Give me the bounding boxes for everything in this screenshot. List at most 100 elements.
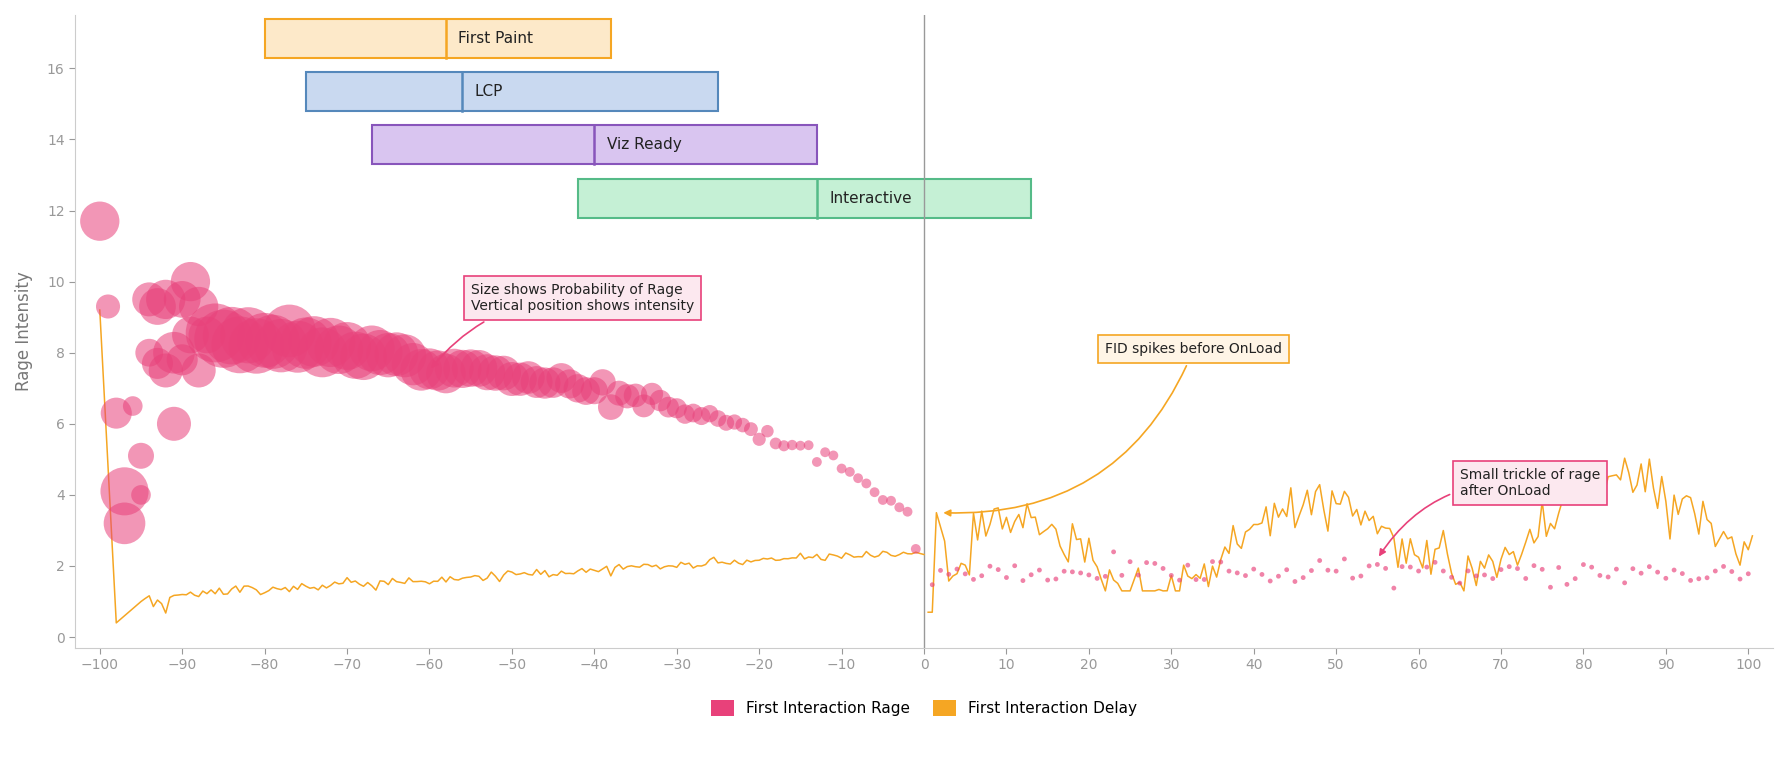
Point [440,362,468,374]
Point [1387,560,1416,573]
Point [481,367,510,379]
Point [415,363,443,375]
Point [193,328,222,341]
Point [1627,567,1656,580]
Point [143,300,172,313]
Point [926,564,955,576]
Point [828,463,856,475]
Point [1577,561,1606,573]
Point [1346,569,1375,582]
Point [390,349,418,362]
Point [1413,561,1441,573]
Point [177,275,206,288]
Point [408,363,436,376]
Point [662,402,690,414]
Point [159,346,188,359]
Point [1511,573,1539,585]
Point [225,339,254,351]
Point [111,485,139,498]
Point [696,407,724,420]
Point [1280,576,1309,588]
Point [241,340,270,353]
Point [992,571,1021,583]
Point [1545,562,1573,574]
Point [1438,571,1466,583]
Point [1602,563,1631,576]
Legend: First Interaction Rage, First Interaction Delay: First Interaction Rage, First Interactio… [704,694,1143,722]
Point [1463,569,1491,582]
Point [1362,558,1391,571]
Point [1017,569,1046,581]
Point [1668,567,1697,580]
Point [679,406,708,419]
Text: FID spikes before OnLoad: FID spikes before OnLoad [946,342,1282,516]
Point [1561,573,1590,585]
Point [712,417,740,429]
Point [424,364,452,377]
Point [1529,563,1557,576]
Point [300,335,329,348]
Point [1495,560,1523,573]
Point [613,390,642,402]
Point [737,423,765,435]
Point [844,472,873,484]
Point [1445,577,1473,590]
Point [917,579,946,591]
Point [200,327,229,339]
Point [1684,573,1713,585]
Point [1141,557,1169,569]
Point [556,378,585,390]
Point [563,382,592,395]
FancyBboxPatch shape [265,19,611,58]
Point [958,573,987,586]
Point [670,408,699,420]
Point [1693,572,1722,584]
Point [465,362,493,374]
Point [127,449,156,462]
Point [1371,562,1400,575]
Point [1132,556,1160,569]
Point [127,488,156,501]
Point [1634,560,1663,573]
Point [383,348,411,360]
Point [308,346,336,359]
Point [1570,558,1598,571]
Point [159,417,188,430]
Point [967,569,996,582]
Point [490,367,519,379]
Point [1091,570,1119,583]
Point [1001,559,1030,572]
Point [134,346,163,359]
Point [1700,565,1729,577]
Point [1321,565,1350,577]
Point [1066,567,1094,580]
Point [1330,553,1359,566]
Point [266,339,295,352]
Point [942,563,971,576]
Point [1232,569,1261,582]
Point [1470,569,1498,581]
Point [111,517,139,530]
Text: Viz Ready: Viz Ready [606,137,681,152]
FancyBboxPatch shape [578,179,1032,218]
Point [497,373,526,385]
Point [572,385,601,397]
Point [152,293,181,306]
Point [1355,560,1384,573]
Point [1042,573,1071,585]
Point [1677,574,1706,587]
Point [1289,572,1318,584]
Point [93,300,122,313]
Point [506,373,535,385]
Point [1166,574,1194,587]
Point [177,328,206,341]
Point [316,336,345,349]
Point [1191,573,1219,586]
Point [1116,555,1144,568]
Point [687,410,715,422]
Point [1223,566,1252,579]
Point [1725,573,1754,585]
Point [1520,559,1548,572]
Point [1734,568,1763,580]
Point [1659,564,1688,576]
